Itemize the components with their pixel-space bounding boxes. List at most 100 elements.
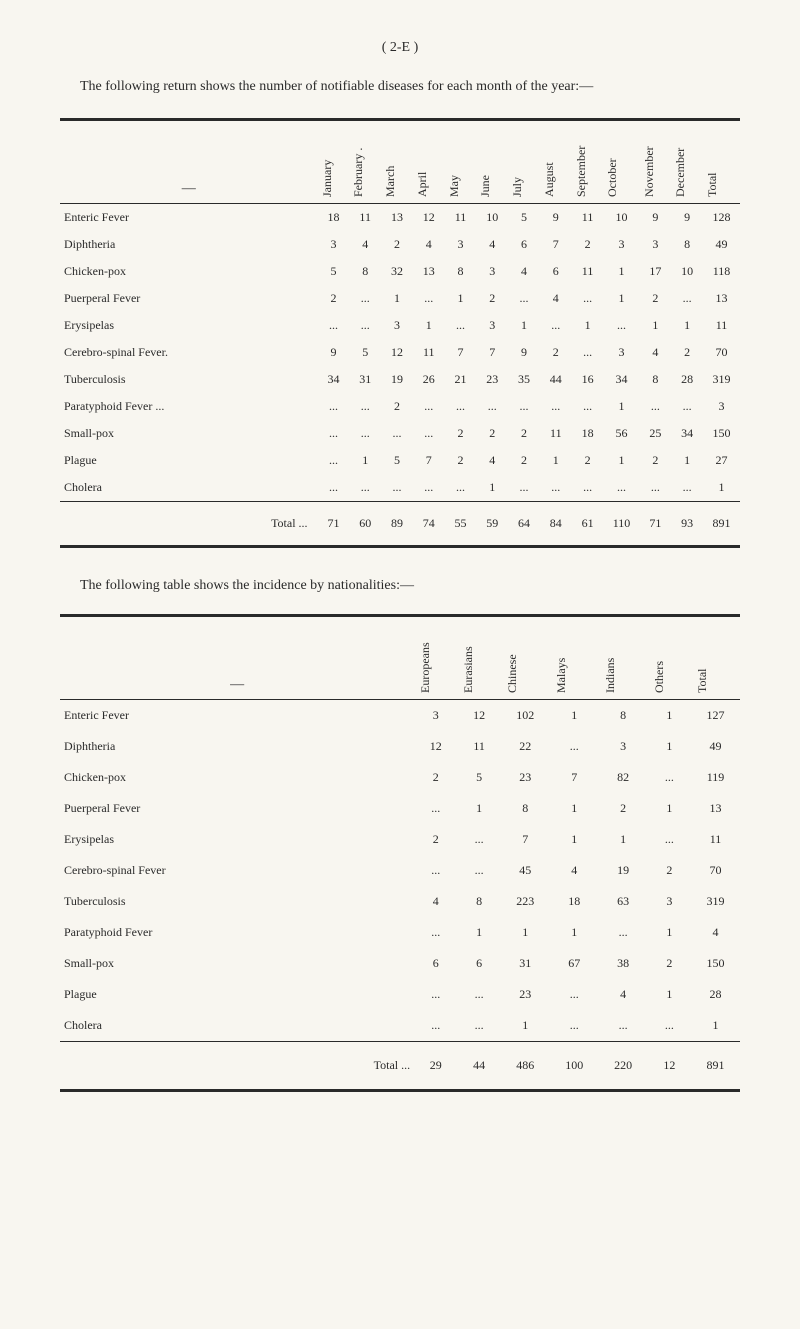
month-december: December bbox=[673, 127, 688, 197]
data-cell: 12 bbox=[457, 700, 500, 732]
data-cell: 13 bbox=[413, 258, 445, 285]
data-cell: ... bbox=[572, 285, 604, 312]
data-cell: 18 bbox=[550, 886, 599, 917]
data-cell: 2 bbox=[414, 762, 457, 793]
data-cell: 82 bbox=[599, 762, 648, 793]
data-cell: 223 bbox=[501, 886, 550, 917]
month-february: February . bbox=[351, 127, 366, 197]
data-cell: 11 bbox=[349, 204, 381, 232]
month-header: September bbox=[572, 120, 604, 204]
data-cell: ... bbox=[457, 824, 500, 855]
data-cell: ... bbox=[572, 393, 604, 420]
data-cell: 3 bbox=[381, 312, 413, 339]
nat-chinese: Chinese bbox=[505, 623, 520, 693]
data-cell: 18 bbox=[318, 204, 350, 232]
nat-indians: Indians bbox=[603, 623, 618, 693]
disease-name-cell: Small-pox bbox=[60, 420, 318, 447]
data-cell: 19 bbox=[599, 855, 648, 886]
data-cell: 19 bbox=[381, 366, 413, 393]
nationalities-table: — Europeans Eurasians Chinese Malays Ind… bbox=[60, 614, 740, 1092]
data-cell: 3 bbox=[414, 700, 457, 732]
data-cell: 5 bbox=[381, 447, 413, 474]
data-cell: 9 bbox=[640, 204, 672, 232]
month-header: June bbox=[476, 120, 508, 204]
disease-name-cell: Small-pox bbox=[60, 948, 414, 979]
data-cell: ... bbox=[318, 420, 350, 447]
data-cell: 9 bbox=[540, 204, 572, 232]
data-cell: 70 bbox=[691, 855, 740, 886]
data-cell: 1 bbox=[508, 312, 540, 339]
data-cell: 6 bbox=[540, 258, 572, 285]
disease-name-cell: Cholera bbox=[60, 1010, 414, 1042]
data-cell: 127 bbox=[691, 700, 740, 732]
disease-name-cell: Paratyphoid Fever ... bbox=[60, 393, 318, 420]
total-label-cell: Total ... bbox=[60, 502, 318, 547]
data-cell: 7 bbox=[476, 339, 508, 366]
middle-text: The following table shows the incidence … bbox=[60, 578, 740, 594]
data-cell: 1 bbox=[381, 285, 413, 312]
data-cell: 26 bbox=[413, 366, 445, 393]
data-cell: 49 bbox=[691, 731, 740, 762]
nat-header: Europeans bbox=[414, 616, 457, 700]
table-row: Small-pox............2221118562534150 bbox=[60, 420, 740, 447]
data-cell: 1 bbox=[691, 1010, 740, 1042]
disease-name-cell: Diphtheria bbox=[60, 731, 414, 762]
data-cell: 1 bbox=[603, 285, 639, 312]
total-cell: 29 bbox=[414, 1042, 457, 1091]
data-cell: 1 bbox=[648, 731, 691, 762]
table-row: Erysipelas......31...31...1...1111 bbox=[60, 312, 740, 339]
data-cell: 9 bbox=[671, 204, 703, 232]
data-cell: 1 bbox=[457, 917, 500, 948]
data-cell: 11 bbox=[413, 339, 445, 366]
data-cell: 11 bbox=[572, 258, 604, 285]
data-cell: 11 bbox=[457, 731, 500, 762]
dash-header-cell: — bbox=[60, 616, 414, 700]
data-cell: ... bbox=[318, 312, 350, 339]
data-cell: 2 bbox=[476, 285, 508, 312]
data-cell: ... bbox=[508, 474, 540, 502]
data-cell: ... bbox=[550, 979, 599, 1010]
data-cell: ... bbox=[599, 1010, 648, 1042]
data-cell: 1 bbox=[603, 393, 639, 420]
total-cell: 891 bbox=[691, 1042, 740, 1091]
data-cell: ... bbox=[414, 979, 457, 1010]
total-cell: 59 bbox=[476, 502, 508, 547]
data-cell: 4 bbox=[508, 258, 540, 285]
data-cell: 2 bbox=[599, 793, 648, 824]
nat-header-row: — Europeans Eurasians Chinese Malays Ind… bbox=[60, 616, 740, 700]
data-cell: 8 bbox=[640, 366, 672, 393]
data-cell: ... bbox=[648, 824, 691, 855]
data-cell: ... bbox=[349, 312, 381, 339]
data-cell: 27 bbox=[703, 447, 740, 474]
data-cell: 4 bbox=[476, 447, 508, 474]
data-cell: 1 bbox=[457, 793, 500, 824]
disease-name-cell: Chicken-pox bbox=[60, 762, 414, 793]
data-cell: 12 bbox=[413, 204, 445, 232]
data-cell: ... bbox=[640, 474, 672, 502]
data-cell: 10 bbox=[671, 258, 703, 285]
data-cell: ... bbox=[671, 474, 703, 502]
disease-name-cell: Diphtheria bbox=[60, 231, 318, 258]
data-cell: ... bbox=[508, 393, 540, 420]
data-cell: 2 bbox=[540, 339, 572, 366]
data-cell: 1 bbox=[703, 474, 740, 502]
total-cell: 55 bbox=[445, 502, 477, 547]
data-cell: ... bbox=[540, 312, 572, 339]
data-cell: 2 bbox=[648, 948, 691, 979]
data-cell: 7 bbox=[501, 824, 550, 855]
disease-name-cell: Erysipelas bbox=[60, 312, 318, 339]
data-cell: 2 bbox=[445, 447, 477, 474]
data-cell: 150 bbox=[691, 948, 740, 979]
table-row: Paratyphoid Fever .........2............… bbox=[60, 393, 740, 420]
data-cell: 25 bbox=[640, 420, 672, 447]
data-cell: 4 bbox=[540, 285, 572, 312]
data-cell: 319 bbox=[703, 366, 740, 393]
total-cell: 891 bbox=[703, 502, 740, 547]
data-cell: ... bbox=[457, 855, 500, 886]
data-cell: 8 bbox=[445, 258, 477, 285]
data-cell: 12 bbox=[414, 731, 457, 762]
data-cell: 2 bbox=[640, 447, 672, 474]
data-cell: 7 bbox=[550, 762, 599, 793]
nat-europeans: Europeans bbox=[418, 623, 433, 693]
data-cell: 28 bbox=[671, 366, 703, 393]
